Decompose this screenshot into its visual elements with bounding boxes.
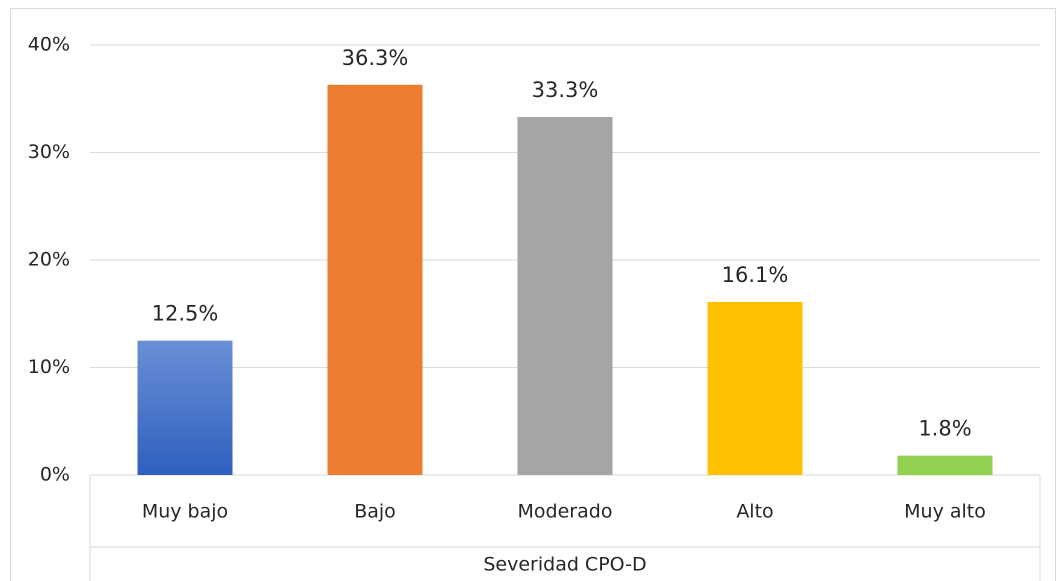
bar — [137, 340, 233, 475]
x-tick-label: Alto — [736, 501, 773, 523]
data-label: 1.8% — [918, 417, 971, 441]
data-label: 36.3% — [342, 46, 409, 70]
data-label: 16.1% — [722, 263, 789, 287]
x-axis-title: Severidad CPO-D — [483, 554, 646, 576]
y-tick-label: 10% — [28, 356, 70, 378]
bar — [517, 117, 613, 476]
bar — [897, 455, 993, 475]
y-tick-label: 0% — [40, 464, 70, 486]
x-tick-label: Moderado — [518, 501, 613, 523]
bar — [707, 301, 803, 475]
chart-border — [10, 8, 1056, 581]
y-tick-label: 30% — [28, 141, 70, 163]
y-tick-label: 20% — [28, 249, 70, 271]
y-tick-label: 40% — [28, 34, 70, 56]
data-label: 12.5% — [152, 302, 219, 326]
x-tick-label: Bajo — [354, 501, 396, 523]
x-tick-label: Muy bajo — [142, 501, 228, 523]
x-tick-label: Muy alto — [904, 501, 986, 523]
data-label: 33.3% — [532, 78, 599, 102]
bar — [327, 84, 423, 476]
